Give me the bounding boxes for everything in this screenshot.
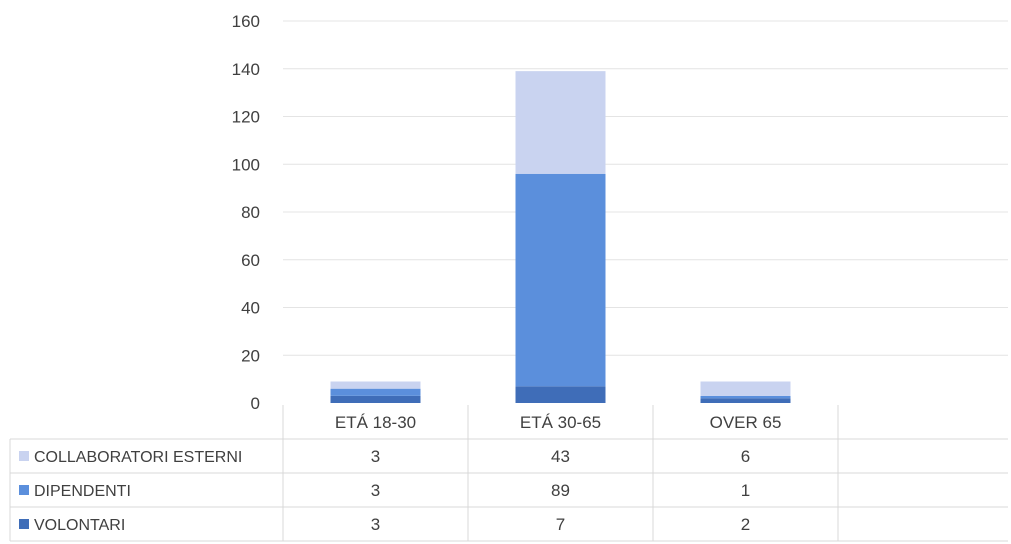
x-tick-label: ETÁ 30-65 [520, 413, 601, 432]
data-label: 3 [371, 481, 380, 500]
data-label: 1 [741, 481, 750, 500]
bar-segment [330, 381, 421, 389]
data-label: 3 [371, 447, 380, 466]
bars [330, 71, 791, 403]
data-table: ETÁ 18-30 ETÁ 30-65 OVER 65 COLLABORATORI E… [9, 405, 1008, 542]
data-label: 43 [551, 447, 570, 466]
gridlines [283, 20, 1008, 356]
y-tick-label: 160 [232, 12, 260, 31]
y-tick-label: 60 [241, 251, 260, 270]
legend-swatch [19, 451, 29, 461]
y-axis: 0 20 40 60 80 100 120 140 160 [232, 12, 260, 413]
bar-segment [515, 386, 606, 403]
y-tick-label: 0 [251, 394, 260, 413]
legend-swatch [19, 485, 29, 495]
legend-label: DIPENDENTI [34, 483, 131, 500]
bar-segment [515, 71, 606, 174]
legend-label: VOLONTARI [34, 517, 125, 534]
data-label: 2 [741, 515, 750, 534]
legend-swatch [19, 519, 29, 529]
y-tick-label: 140 [232, 60, 260, 79]
x-tick-label: OVER 65 [710, 413, 782, 432]
data-label: 3 [371, 515, 380, 534]
bar-segment [330, 388, 421, 396]
bar-segment [700, 398, 791, 403]
x-tick-label: ETÁ 18-30 [335, 413, 416, 432]
y-tick-label: 100 [232, 155, 260, 174]
y-tick-label: 120 [232, 108, 260, 127]
bar-segment [330, 395, 421, 403]
legend-label: COLLABORATORI ESTERNI [34, 449, 242, 466]
data-label: 7 [556, 515, 565, 534]
y-tick-label: 20 [241, 346, 260, 365]
y-tick-label: 80 [241, 203, 260, 222]
y-tick-label: 40 [241, 299, 260, 318]
data-label: 6 [741, 447, 750, 466]
data-label: 89 [551, 481, 570, 500]
bar-segment [700, 381, 791, 396]
bar-segment [515, 173, 606, 387]
bar-segment [700, 395, 791, 399]
